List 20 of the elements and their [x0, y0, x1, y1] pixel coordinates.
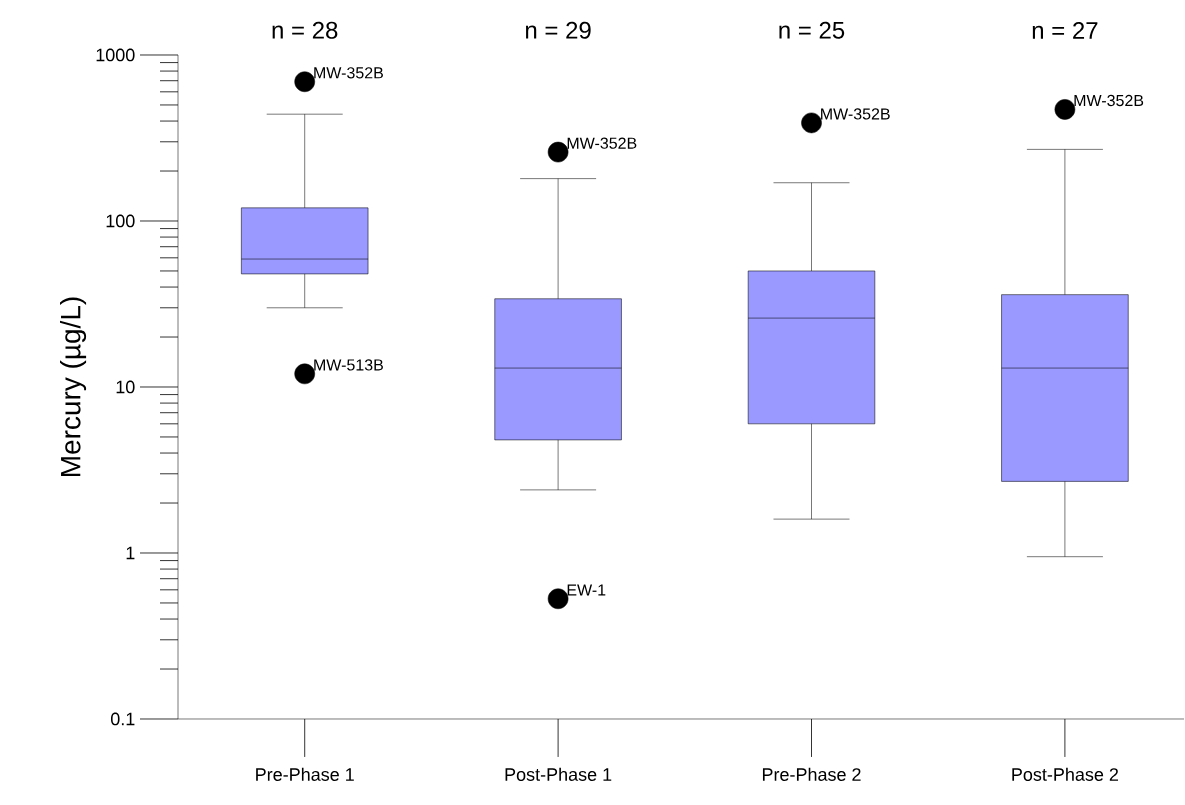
text: n = 28 [272, 21, 338, 39]
y-axis-title: Mercury (µg/L) [60, 297, 87, 476]
annotation: MW-513B [314, 359, 383, 371]
text: n = 27 [1032, 21, 1098, 39]
text: n = 29 [526, 21, 591, 39]
annotation: MW-352B [314, 67, 383, 79]
y-tick-label: 100 [106, 214, 135, 228]
x-tick-label: Post-Phase 2 [1012, 767, 1119, 781]
y-tick-label: 10 [116, 380, 135, 394]
y-tick-label: 1000 [96, 48, 135, 62]
text: n = 25 [779, 21, 845, 39]
x-tick-label: Pre-Phase 1 [256, 767, 354, 781]
x-tick-label: Pre-Phase 2 [762, 767, 861, 781]
annotation: MW-352B [1074, 94, 1144, 107]
annotation: MW-352B [821, 108, 890, 120]
annotation: EW-1 [567, 584, 606, 596]
y-tick-label: 1 [126, 546, 135, 560]
x-tick-label: Post-Phase 1 [505, 767, 612, 781]
annotation: MW-352B [567, 137, 637, 149]
y-tick-label: 0.1 [110, 712, 135, 726]
